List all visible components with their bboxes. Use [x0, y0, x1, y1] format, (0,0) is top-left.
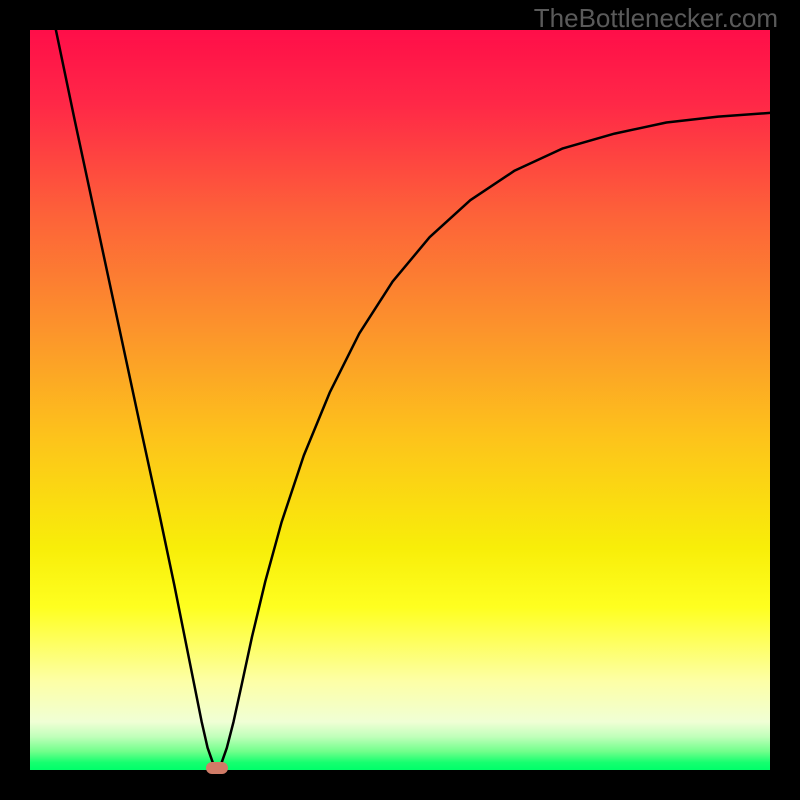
plot-area — [30, 30, 770, 770]
gradient-background — [30, 30, 770, 770]
watermark-text: TheBottlenecker.com — [534, 3, 778, 34]
chart-container: TheBottlenecker.com — [0, 0, 800, 800]
curve-minimum-marker — [206, 762, 228, 774]
